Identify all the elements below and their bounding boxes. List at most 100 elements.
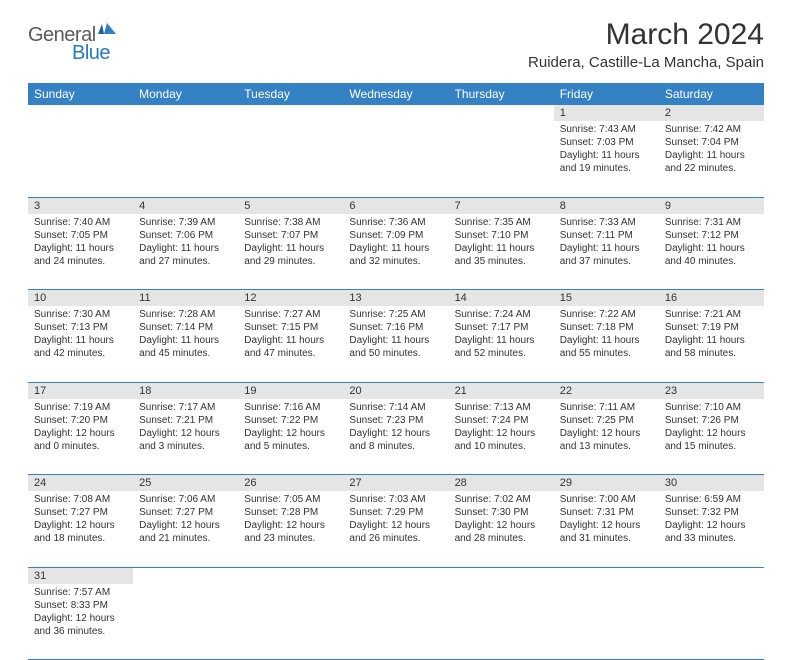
day-details: Sunrise: 7:28 AMSunset: 7:14 PMDaylight:…	[133, 306, 238, 364]
day-number-cell	[449, 105, 554, 121]
daylight-line: Daylight: 12 hours and 13 minutes.	[560, 427, 653, 453]
day-body-cell: Sunrise: 7:36 AMSunset: 7:09 PMDaylight:…	[343, 214, 448, 290]
day-number-cell: 6	[343, 197, 448, 214]
day-number-cell: 20	[343, 382, 448, 399]
day-number-row: 31	[28, 567, 764, 584]
page-title: March 2024	[528, 18, 764, 52]
daylight-line: Daylight: 11 hours and 55 minutes.	[560, 334, 653, 360]
sunset-line: Sunset: 7:25 PM	[560, 414, 653, 427]
day-body-cell: Sunrise: 7:28 AMSunset: 7:14 PMDaylight:…	[133, 306, 238, 382]
sunset-line: Sunset: 7:24 PM	[455, 414, 548, 427]
page-subtitle: Ruidera, Castille-La Mancha, Spain	[528, 54, 764, 71]
day-details: Sunrise: 7:14 AMSunset: 7:23 PMDaylight:…	[343, 399, 448, 457]
sunrise-line: Sunrise: 7:33 AM	[560, 216, 653, 229]
daylight-line: Daylight: 12 hours and 36 minutes.	[34, 612, 127, 638]
day-details: Sunrise: 7:21 AMSunset: 7:19 PMDaylight:…	[659, 306, 764, 364]
sunset-line: Sunset: 7:27 PM	[34, 506, 127, 519]
sunrise-line: Sunrise: 7:39 AM	[139, 216, 232, 229]
day-body-cell: Sunrise: 7:13 AMSunset: 7:24 PMDaylight:…	[449, 399, 554, 475]
sunrise-line: Sunrise: 7:25 AM	[349, 308, 442, 321]
flag-icon	[98, 20, 120, 43]
day-body-cell: Sunrise: 7:40 AMSunset: 7:05 PMDaylight:…	[28, 214, 133, 290]
day-details: Sunrise: 7:27 AMSunset: 7:15 PMDaylight:…	[238, 306, 343, 364]
day-details: Sunrise: 7:42 AMSunset: 7:04 PMDaylight:…	[659, 121, 764, 179]
daylight-line: Daylight: 11 hours and 35 minutes.	[455, 242, 548, 268]
sunset-line: Sunset: 7:19 PM	[665, 321, 758, 334]
daylight-line: Daylight: 11 hours and 40 minutes.	[665, 242, 758, 268]
day-number-cell: 29	[554, 475, 659, 492]
sunset-line: Sunset: 7:27 PM	[139, 506, 232, 519]
daylight-line: Daylight: 11 hours and 37 minutes.	[560, 242, 653, 268]
day-body-cell: Sunrise: 7:25 AMSunset: 7:16 PMDaylight:…	[343, 306, 448, 382]
day-number-row: 10111213141516	[28, 290, 764, 307]
day-details: Sunrise: 7:13 AMSunset: 7:24 PMDaylight:…	[449, 399, 554, 457]
day-body-cell: Sunrise: 7:16 AMSunset: 7:22 PMDaylight:…	[238, 399, 343, 475]
day-details: Sunrise: 7:24 AMSunset: 7:17 PMDaylight:…	[449, 306, 554, 364]
day-body-cell: Sunrise: 7:02 AMSunset: 7:30 PMDaylight:…	[449, 491, 554, 567]
sunset-line: Sunset: 7:05 PM	[34, 229, 127, 242]
day-body-cell: Sunrise: 7:33 AMSunset: 7:11 PMDaylight:…	[554, 214, 659, 290]
sunrise-line: Sunrise: 7:13 AM	[455, 401, 548, 414]
sunrise-line: Sunrise: 7:17 AM	[139, 401, 232, 414]
day-body-cell	[554, 584, 659, 660]
daylight-line: Daylight: 11 hours and 32 minutes.	[349, 242, 442, 268]
sunrise-line: Sunrise: 7:21 AM	[665, 308, 758, 321]
day-body-row: Sunrise: 7:30 AMSunset: 7:13 PMDaylight:…	[28, 306, 764, 382]
day-number-cell: 14	[449, 290, 554, 307]
day-body-cell: Sunrise: 7:22 AMSunset: 7:18 PMDaylight:…	[554, 306, 659, 382]
day-body-cell	[28, 121, 133, 197]
sunset-line: Sunset: 7:29 PM	[349, 506, 442, 519]
day-body-cell	[238, 121, 343, 197]
day-number-row: 3456789	[28, 197, 764, 214]
day-details: Sunrise: 7:16 AMSunset: 7:22 PMDaylight:…	[238, 399, 343, 457]
day-body-cell: Sunrise: 7:06 AMSunset: 7:27 PMDaylight:…	[133, 491, 238, 567]
sunrise-line: Sunrise: 7:08 AM	[34, 493, 127, 506]
day-details: Sunrise: 7:06 AMSunset: 7:27 PMDaylight:…	[133, 491, 238, 549]
day-body-cell: Sunrise: 7:08 AMSunset: 7:27 PMDaylight:…	[28, 491, 133, 567]
daylight-line: Daylight: 11 hours and 19 minutes.	[560, 149, 653, 175]
daylight-line: Daylight: 11 hours and 42 minutes.	[34, 334, 127, 360]
sunset-line: Sunset: 7:13 PM	[34, 321, 127, 334]
day-details: Sunrise: 7:39 AMSunset: 7:06 PMDaylight:…	[133, 214, 238, 272]
day-number-cell: 19	[238, 382, 343, 399]
daylight-line: Daylight: 11 hours and 52 minutes.	[455, 334, 548, 360]
day-number-cell	[238, 567, 343, 584]
sunrise-line: Sunrise: 7:24 AM	[455, 308, 548, 321]
day-number-cell: 23	[659, 382, 764, 399]
sunset-line: Sunset: 7:28 PM	[244, 506, 337, 519]
day-details: Sunrise: 7:40 AMSunset: 7:05 PMDaylight:…	[28, 214, 133, 272]
day-body-cell	[449, 584, 554, 660]
sunrise-line: Sunrise: 7:36 AM	[349, 216, 442, 229]
day-number-cell: 18	[133, 382, 238, 399]
day-body-cell: Sunrise: 7:00 AMSunset: 7:31 PMDaylight:…	[554, 491, 659, 567]
day-number-cell: 1	[554, 105, 659, 121]
day-header: Wednesday	[343, 83, 448, 105]
day-number-row: 24252627282930	[28, 475, 764, 492]
day-number-cell: 2	[659, 105, 764, 121]
day-body-cell: Sunrise: 7:19 AMSunset: 7:20 PMDaylight:…	[28, 399, 133, 475]
day-details: Sunrise: 7:38 AMSunset: 7:07 PMDaylight:…	[238, 214, 343, 272]
daylight-line: Daylight: 12 hours and 23 minutes.	[244, 519, 337, 545]
sunrise-line: Sunrise: 7:30 AM	[34, 308, 127, 321]
day-number-cell: 17	[28, 382, 133, 399]
logo-text-blue-wrap: Blue	[30, 42, 110, 65]
sunrise-line: Sunrise: 7:43 AM	[560, 123, 653, 136]
sunrise-line: Sunrise: 7:05 AM	[244, 493, 337, 506]
day-number-cell	[133, 567, 238, 584]
day-number-cell: 27	[343, 475, 448, 492]
day-header: Monday	[133, 83, 238, 105]
day-body-cell: Sunrise: 7:24 AMSunset: 7:17 PMDaylight:…	[449, 306, 554, 382]
day-number-cell: 28	[449, 475, 554, 492]
sunset-line: Sunset: 7:14 PM	[139, 321, 232, 334]
daylight-line: Daylight: 11 hours and 29 minutes.	[244, 242, 337, 268]
day-body-cell: Sunrise: 7:30 AMSunset: 7:13 PMDaylight:…	[28, 306, 133, 382]
day-number-cell: 8	[554, 197, 659, 214]
day-details: Sunrise: 6:59 AMSunset: 7:32 PMDaylight:…	[659, 491, 764, 549]
day-number-cell	[449, 567, 554, 584]
sunrise-line: Sunrise: 7:14 AM	[349, 401, 442, 414]
sunrise-line: Sunrise: 7:16 AM	[244, 401, 337, 414]
daylight-line: Daylight: 11 hours and 22 minutes.	[665, 149, 758, 175]
day-details: Sunrise: 7:25 AMSunset: 7:16 PMDaylight:…	[343, 306, 448, 364]
daylight-line: Daylight: 12 hours and 26 minutes.	[349, 519, 442, 545]
day-number-cell	[343, 105, 448, 121]
